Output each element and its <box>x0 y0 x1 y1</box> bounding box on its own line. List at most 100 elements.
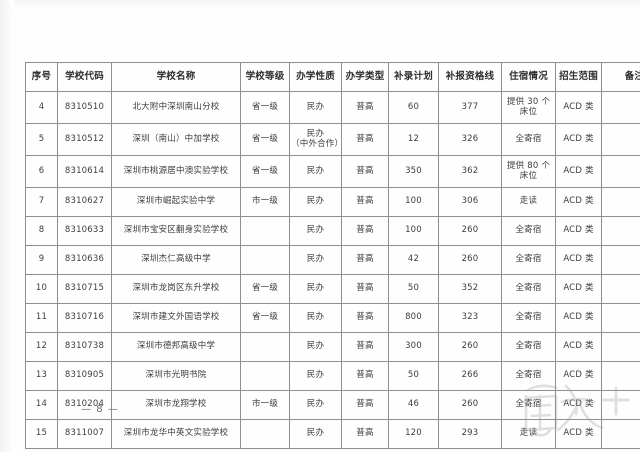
cell-boarding: 全寄宿 <box>501 123 556 156</box>
column-header-nature: 办学性质 <box>289 62 342 92</box>
column-header-scope: 招生范围 <box>555 62 602 92</box>
cell-name: 深圳市桃源居中澳实验学校 <box>111 155 241 188</box>
column-header-boarding: 住宿情况 <box>501 62 556 92</box>
cell-boarding-line1: 全寄宿 <box>515 399 542 410</box>
table-row: 13 8310905 深圳市光明书院 民办 普高 50 266 全寄宿 ACD 类 <box>25 361 640 391</box>
cell-boarding-line1: 全寄宿 <box>515 254 542 265</box>
cell-grade: 省一级 <box>240 123 290 156</box>
cell-nature-line1: 民办 <box>306 128 325 139</box>
cell-remark <box>601 155 640 188</box>
cell-line: 293 <box>438 419 502 449</box>
table-row: 11 8310716 深圳市建文外国语学校 省一级 民办 普高 800 323 全寄宿 ACD 类 <box>25 303 640 333</box>
cell-line: 352 <box>438 274 502 304</box>
cell-code: 8310905 <box>57 361 112 391</box>
cell-remark <box>601 390 640 420</box>
cell-scope: ACD 类 <box>555 216 602 246</box>
cell-boarding-line1: 全寄宿 <box>515 283 542 294</box>
cell-boarding: 提供 80 个床位 <box>501 155 556 188</box>
cell-boarding-line1: 全寄宿 <box>515 341 542 352</box>
cell-nature-line1: 民办 <box>306 312 325 323</box>
cell-boarding-line1: 全寄宿 <box>515 133 542 144</box>
cell-seq: 7 <box>25 187 58 217</box>
cell-grade <box>240 332 290 362</box>
cell-nature-line1: 民办 <box>306 283 325 294</box>
cell-plan: 60 <box>388 91 439 124</box>
cell-plan: 800 <box>388 303 439 333</box>
cell-seq: 14 <box>25 390 58 420</box>
cell-type: 普高 <box>341 91 389 124</box>
cell-boarding-line1: 全寄宿 <box>515 312 542 323</box>
cell-nature-line1: 民办 <box>306 399 325 410</box>
cell-type: 普高 <box>341 187 389 217</box>
table-row: 4 8310510 北大附中深圳南山分校 省一级 民办 普高 60 377 提供 30 个床位 A… <box>25 91 640 124</box>
cell-line: 260 <box>438 245 502 275</box>
cell-nature-line1: 民办 <box>306 341 325 352</box>
cell-nature: 民办 <box>289 187 342 217</box>
cell-nature: 民办 <box>289 274 342 304</box>
cell-name: 深圳（南山）中加学校 <box>111 123 241 156</box>
cell-line: 260 <box>438 216 502 246</box>
cell-scope: ACD 类 <box>555 274 602 304</box>
cell-type: 普高 <box>341 123 389 156</box>
cell-plan: 50 <box>388 274 439 304</box>
table-header: 序号 学校代码 学校名称 学校等级 办学性质 办学类型 补录计划 补报资格线 住… <box>25 62 640 92</box>
cell-nature-line1: 民办 <box>306 196 325 207</box>
cell-nature: 民办 （中外合作） <box>289 123 344 156</box>
column-header-remark: 备注 <box>601 62 640 92</box>
cell-line: 362 <box>438 155 502 188</box>
cell-line: 323 <box>438 303 502 333</box>
cell-boarding: 全寄宿 <box>501 303 556 333</box>
cell-plan: 100 <box>388 216 439 246</box>
cell-code: 8310715 <box>57 274 112 304</box>
cell-grade: 市一级 <box>240 187 290 217</box>
cell-nature-line1: 民办 <box>306 225 325 236</box>
cell-nature-line1: 民办 <box>306 254 325 265</box>
cell-name: 北大附中深圳南山分校 <box>111 91 241 124</box>
cell-seq: 13 <box>25 361 58 391</box>
cell-grade: 省一级 <box>240 274 290 304</box>
column-header-seq: 序号 <box>25 62 58 92</box>
table-row: 6 8310614 深圳市桃源居中澳实验学校 省一级 民办 普高 350 362 提供 80 个… <box>25 155 640 188</box>
school-supplementary-admission-table: 序号 学校代码 学校名称 学校等级 办学性质 办学类型 补录计划 补报资格线 住… <box>25 62 640 449</box>
cell-grade: 省一级 <box>240 155 290 188</box>
column-header-code: 学校代码 <box>57 62 112 92</box>
cell-name: 深圳市德邦高级中学 <box>111 332 241 362</box>
cell-code: 8310627 <box>57 187 112 217</box>
cell-code: 8310636 <box>57 245 112 275</box>
cell-boarding: 全寄宿 <box>501 274 556 304</box>
cell-scope: ACD 类 <box>555 419 602 449</box>
table-row: 8 8310633 深圳市宝安区翻身实验学校 民办 普高 100 260 全寄宿 ACD 类 <box>25 216 640 246</box>
cell-plan: 12 <box>388 123 439 156</box>
cell-nature: 民办 <box>289 332 342 362</box>
cell-seq: 9 <box>25 245 58 275</box>
cell-nature: 民办 <box>289 390 342 420</box>
cell-nature: 民办 <box>289 245 342 275</box>
cell-code: 8310738 <box>57 332 112 362</box>
cell-boarding: 走读 <box>501 419 556 449</box>
column-header-line: 补报资格线 <box>438 62 502 92</box>
cell-grade <box>240 419 290 449</box>
cell-type: 普高 <box>341 245 389 275</box>
cell-line: 266 <box>438 361 502 391</box>
cell-name: 深圳市建文外国语学校 <box>111 303 241 333</box>
cell-type: 普高 <box>341 303 389 333</box>
table-row: 12 8310738 深圳市德邦高级中学 民办 普高 300 260 全寄宿 ACD 类 <box>25 332 640 362</box>
cell-grade <box>240 245 290 275</box>
cell-boarding: 全寄宿 <box>501 390 556 420</box>
cell-plan: 350 <box>388 155 439 188</box>
data-table: 序号 学校代码 学校名称 学校等级 办学性质 办学类型 补录计划 补报资格线 住… <box>25 62 640 449</box>
cell-boarding-line1: 走读 <box>519 196 538 207</box>
cell-nature-line2: （中外合作） <box>291 138 344 149</box>
cell-remark <box>601 332 640 362</box>
cell-scope: ACD 类 <box>555 390 602 420</box>
cell-boarding: 提供 30 个床位 <box>501 91 556 124</box>
column-header-type: 办学类型 <box>341 62 389 92</box>
cell-nature: 民办 <box>289 419 342 449</box>
cell-remark <box>601 419 640 449</box>
cell-code: 8310614 <box>57 155 112 188</box>
cell-plan: 300 <box>388 332 439 362</box>
cell-scope: ACD 类 <box>555 123 602 156</box>
cell-nature: 民办 <box>289 303 342 333</box>
cell-nature-line1: 民办 <box>306 165 325 176</box>
